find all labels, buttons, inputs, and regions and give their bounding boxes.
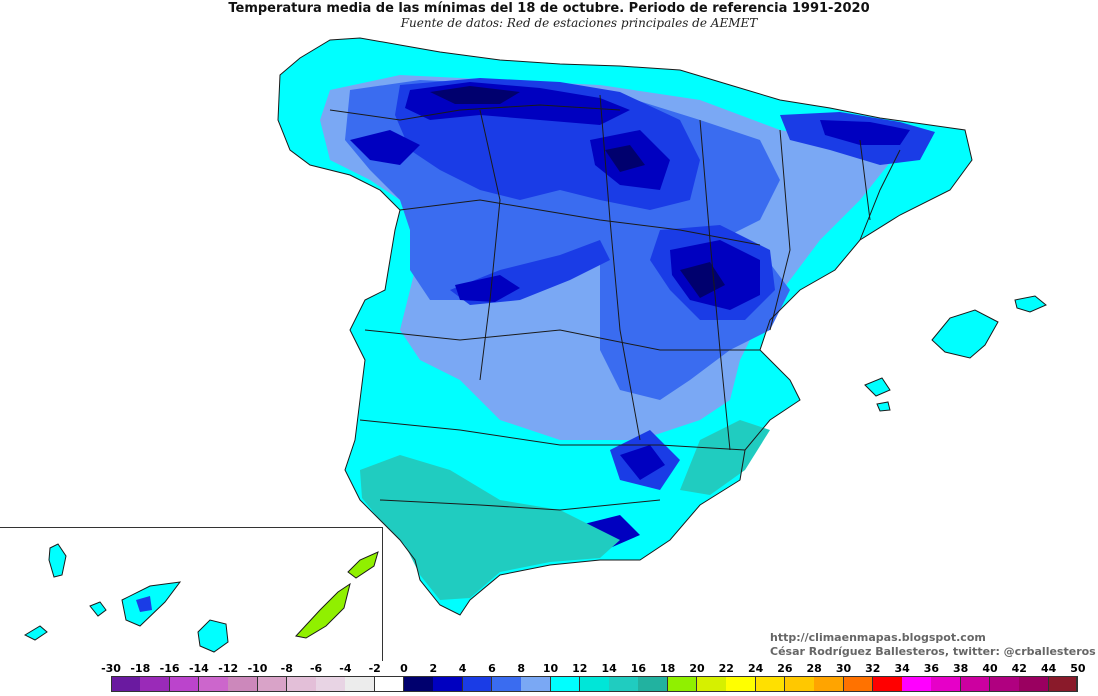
canary-islands <box>23 543 379 653</box>
legend-swatch <box>316 676 346 692</box>
legend-swatch <box>550 676 581 692</box>
legend-label: 2 <box>429 662 438 675</box>
legend-swatch <box>491 676 522 692</box>
legend-label: -2 <box>368 662 381 675</box>
legend-label: 6 <box>488 662 496 675</box>
legend-label: 42 <box>1011 662 1027 675</box>
legend-label: 40 <box>982 662 998 675</box>
legend-swatch <box>902 676 932 692</box>
legend-label: 32 <box>865 662 881 675</box>
legend-label: -30 <box>101 662 121 675</box>
el-hierro <box>23 625 48 641</box>
legend-label: -10 <box>247 662 268 675</box>
legend-swatch <box>990 676 1020 692</box>
legend-swatch <box>111 676 141 692</box>
legend-swatch <box>257 676 288 692</box>
legend-swatch <box>814 676 844 692</box>
legend-swatch <box>726 676 757 692</box>
legend-label: 0 <box>400 662 408 675</box>
legend-swatch <box>1048 676 1079 692</box>
menorca <box>1014 295 1047 313</box>
legend-swatch <box>345 676 376 692</box>
legend-swatch <box>579 676 610 692</box>
legend-label: 4 <box>458 662 467 675</box>
legend-label: 12 <box>572 662 588 675</box>
legend-label: 50 <box>1070 662 1086 675</box>
moncayo-peaks <box>680 262 725 298</box>
legend-swatch <box>960 676 991 692</box>
legend-swatch <box>609 676 639 692</box>
legend-swatch <box>433 676 464 692</box>
legend-swatch <box>755 676 786 692</box>
legend-label: 30 <box>835 662 852 675</box>
betic-mountains <box>620 445 665 480</box>
formentera <box>876 401 891 412</box>
gredos-mountains <box>455 275 520 302</box>
legend-label: 44 <box>1040 662 1057 675</box>
legend-label: 38 <box>953 662 969 675</box>
la-palma <box>48 543 67 578</box>
legend-label: 8 <box>517 662 526 675</box>
map-subtitle: Fuente de datos: Red de estaciones princ… <box>400 16 758 30</box>
legend-label: -4 <box>339 662 352 675</box>
color-legend: -30 -18 -16 -14 -12 -10 -8 -6 -4 -2 0 2 4 6 8 10 12 14 16 1… <box>0 660 1098 696</box>
legend-label: 14 <box>601 662 617 675</box>
canary-inset-frame <box>0 527 383 661</box>
legend-swatch <box>198 676 229 692</box>
map-title: Temperatura media de las mínimas del 18 … <box>228 1 870 16</box>
southeast-lowland <box>680 420 770 495</box>
legend-swatch <box>784 676 815 692</box>
legend-swatch <box>286 676 317 692</box>
la-gomera <box>89 601 107 617</box>
legend-swatch <box>638 676 669 692</box>
legend-label: 36 <box>923 662 940 675</box>
demanda-peaks <box>605 145 645 172</box>
leon-mountains <box>350 130 420 165</box>
fuerteventura <box>295 582 351 639</box>
legend-swatch <box>931 676 962 692</box>
balearic-islands <box>864 295 1047 412</box>
gran-canaria <box>197 619 229 653</box>
legend-label: 16 <box>630 662 647 675</box>
guadalquivir-valley <box>360 455 620 600</box>
legend-swatch <box>872 676 903 692</box>
legend-label: 34 <box>894 662 910 675</box>
author-credit: César Rodríguez Ballesteros, twitter: @c… <box>770 645 1096 658</box>
legend-label: 10 <box>542 662 559 675</box>
peninsula-outline <box>277 37 973 616</box>
region-borders <box>329 94 901 511</box>
legend-label: 20 <box>689 662 705 675</box>
legend-label: -16 <box>159 662 180 675</box>
credits-block: http://climaenmapas.blogspot.com César R… <box>770 631 1096 659</box>
legend-label: 28 <box>806 662 822 675</box>
legend-label: -14 <box>188 662 209 675</box>
legend-swatch <box>667 676 698 692</box>
picos-peaks <box>430 86 520 104</box>
temperature-map <box>23 37 1047 653</box>
legend-label: -8 <box>280 662 293 675</box>
legend-label: -6 <box>309 662 323 675</box>
legend-swatch <box>169 676 200 692</box>
legend-label: 22 <box>718 662 734 675</box>
mallorca <box>931 309 999 359</box>
tenerife-teide <box>136 596 152 612</box>
legend-label: 18 <box>660 662 676 675</box>
lanzarote <box>347 551 379 579</box>
legend-label: 26 <box>777 662 793 675</box>
blog-url: http://climaenmapas.blogspot.com <box>770 631 986 644</box>
legend-label: -12 <box>218 662 239 675</box>
legend-swatch <box>1019 676 1050 692</box>
legend-swatch <box>140 676 171 692</box>
legend-swatch <box>404 676 434 692</box>
pyrenees-mountains <box>820 120 910 145</box>
legend-swatch <box>521 676 551 692</box>
legend-swatch <box>462 676 493 692</box>
legend-label: 24 <box>747 662 764 675</box>
legend-swatch <box>697 676 727 692</box>
legend-swatch <box>843 676 874 692</box>
legend-swatch <box>228 676 258 692</box>
legend-swatch <box>374 676 405 692</box>
ibiza <box>864 377 891 397</box>
legend-label: -18 <box>130 662 151 675</box>
